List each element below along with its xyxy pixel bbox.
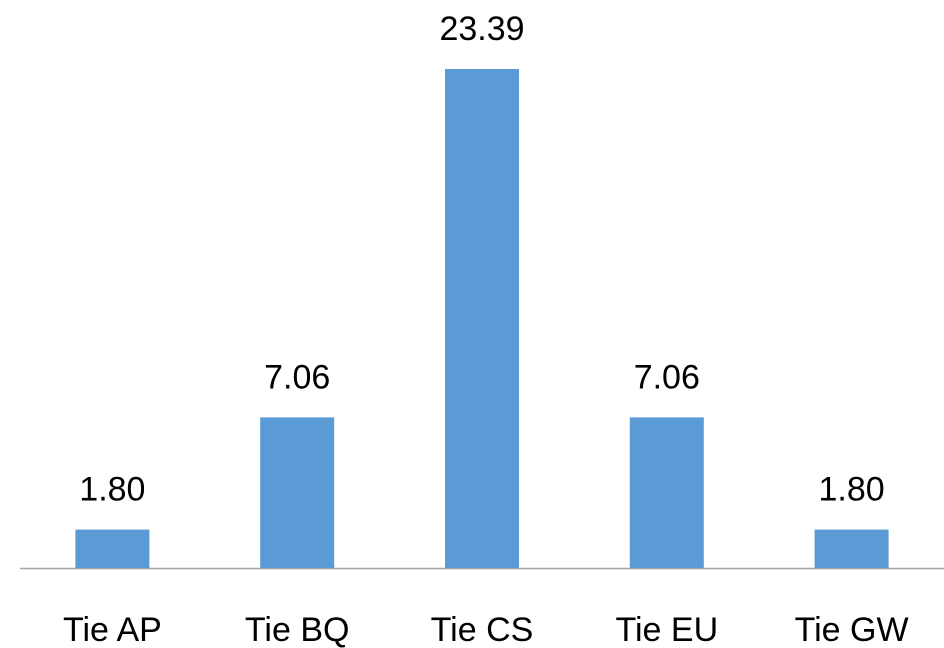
data-label: 23.39 — [439, 10, 524, 48]
data-label: 7.06 — [264, 358, 330, 396]
bar — [75, 529, 150, 568]
x-tick-label: Tie CS — [431, 611, 534, 648]
x-tick-label: Tie GW — [795, 611, 909, 648]
x-tick-label: Tie EU — [615, 611, 718, 648]
data-label: 1.80 — [819, 471, 885, 509]
bar — [445, 69, 519, 568]
bar — [814, 529, 889, 568]
x-tick-label: Tie AP — [63, 611, 162, 648]
x-tick-label: Tie BQ — [245, 611, 350, 648]
bar — [260, 417, 335, 568]
data-label: 1.80 — [79, 471, 145, 509]
data-label: 7.06 — [634, 358, 700, 396]
bar — [629, 417, 704, 568]
